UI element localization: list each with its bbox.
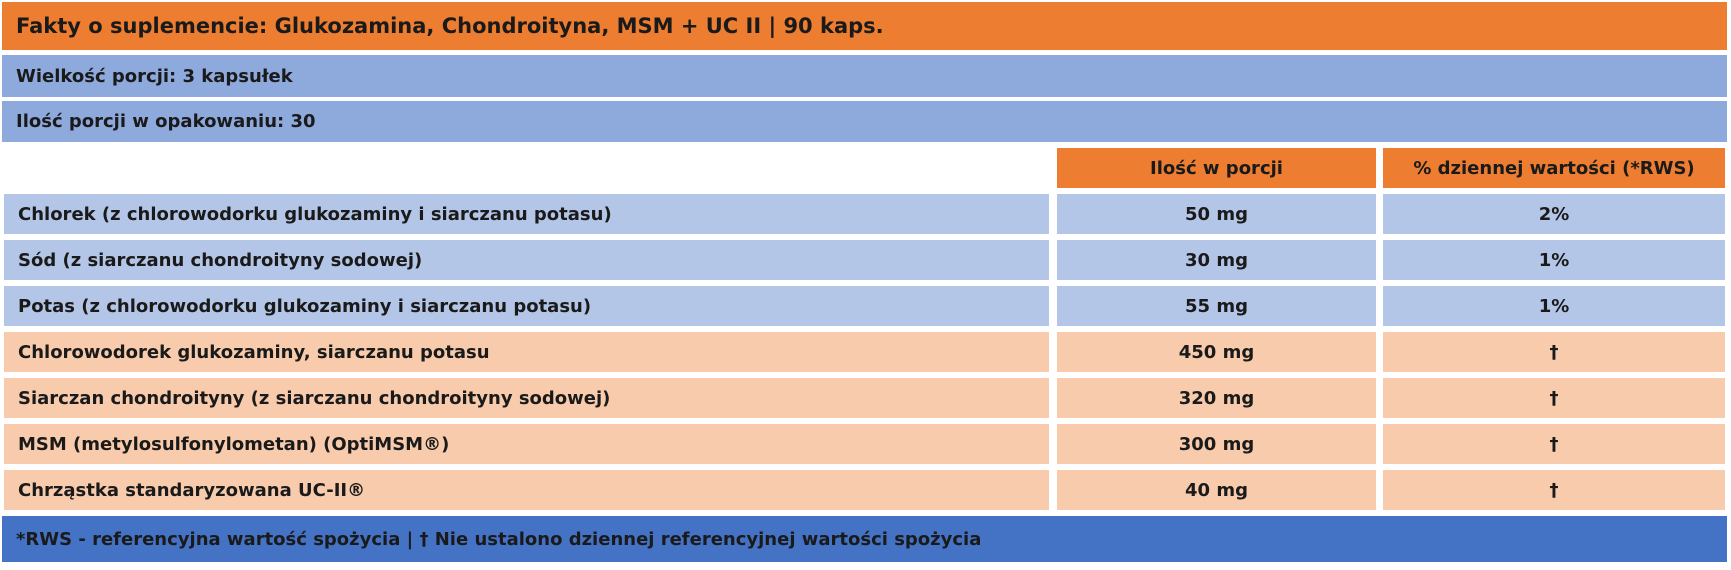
- footer-note: *RWS - referencyjna wartość spożycia | †…: [2, 516, 1727, 562]
- ingredient-name: Chrząstka standaryzowana UC-II®: [4, 470, 1049, 510]
- servings-per-container: Ilość porcji w opakowaniu: 30: [2, 101, 1727, 142]
- ingredient-name: Chlorek (z chlorowodorku glukozaminy i s…: [4, 194, 1049, 234]
- ingredient-name: Potas (z chlorowodorku glukozaminy i sia…: [4, 286, 1049, 326]
- daily-value: †: [1383, 470, 1725, 510]
- amount: 320 mg: [1057, 378, 1376, 418]
- title: Fakty o suplemencie: Glukozamina, Chondr…: [2, 2, 1727, 50]
- daily-value: 2%: [1383, 194, 1725, 234]
- daily-value: 1%: [1383, 240, 1725, 280]
- serving-size: Wielkość porcji: 3 kapsułek: [2, 55, 1727, 97]
- amount: 40 mg: [1057, 470, 1376, 510]
- amount: 300 mg: [1057, 424, 1376, 464]
- column-header: % dziennej wartości (*RWS): [1383, 148, 1725, 188]
- ingredient-name: Sód (z siarczanu chondroityny sodowej): [4, 240, 1049, 280]
- daily-value: †: [1383, 424, 1725, 464]
- column-header: Ilość w porcji: [1057, 148, 1376, 188]
- daily-value: †: [1383, 332, 1725, 372]
- amount: 450 mg: [1057, 332, 1376, 372]
- amount: 50 mg: [1057, 194, 1376, 234]
- amount: 30 mg: [1057, 240, 1376, 280]
- ingredient-name: Siarczan chondroityny (z siarczanu chond…: [4, 378, 1049, 418]
- daily-value: †: [1383, 378, 1725, 418]
- daily-value: 1%: [1383, 286, 1725, 326]
- ingredient-name: MSM (metylosulfonylometan) (OptiMSM®): [4, 424, 1049, 464]
- ingredient-name: Chlorowodorek glukozaminy, siarczanu pot…: [4, 332, 1049, 372]
- amount: 55 mg: [1057, 286, 1376, 326]
